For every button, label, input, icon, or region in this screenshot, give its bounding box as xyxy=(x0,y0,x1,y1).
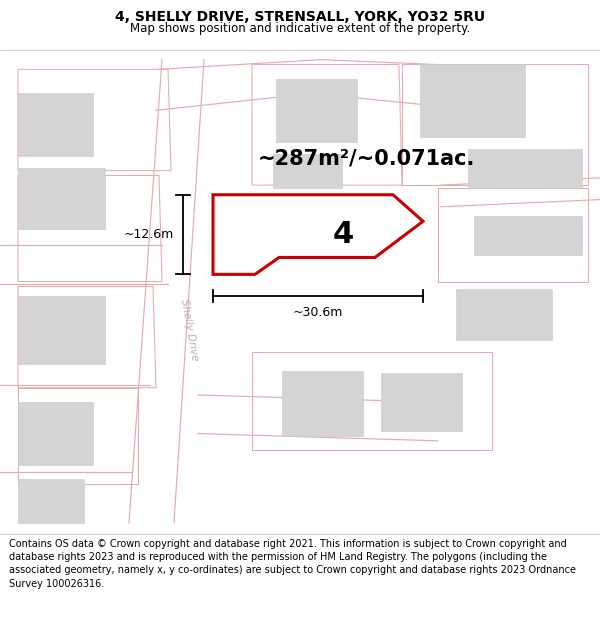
Polygon shape xyxy=(273,154,342,188)
Polygon shape xyxy=(18,296,105,364)
Text: 4: 4 xyxy=(332,220,354,249)
Polygon shape xyxy=(420,64,525,137)
Polygon shape xyxy=(381,373,462,431)
Polygon shape xyxy=(474,216,582,255)
Text: Map shows position and indicative extent of the property.: Map shows position and indicative extent… xyxy=(130,22,470,35)
Polygon shape xyxy=(456,289,552,339)
Text: ~287m²/~0.071ac.: ~287m²/~0.071ac. xyxy=(258,148,475,168)
Polygon shape xyxy=(468,149,582,188)
Text: Contains OS data © Crown copyright and database right 2021. This information is : Contains OS data © Crown copyright and d… xyxy=(9,539,576,589)
Polygon shape xyxy=(282,371,363,436)
Polygon shape xyxy=(18,93,93,156)
Text: ~12.6m: ~12.6m xyxy=(124,228,174,241)
Text: ~30.6m: ~30.6m xyxy=(293,306,343,319)
Polygon shape xyxy=(213,195,423,274)
Text: 4, SHELLY DRIVE, STRENSALL, YORK, YO32 5RU: 4, SHELLY DRIVE, STRENSALL, YORK, YO32 5… xyxy=(115,10,485,24)
Polygon shape xyxy=(18,479,84,523)
Polygon shape xyxy=(276,79,357,142)
Polygon shape xyxy=(18,402,93,465)
Text: Shelly Drive: Shelly Drive xyxy=(179,298,199,361)
Polygon shape xyxy=(18,168,105,229)
